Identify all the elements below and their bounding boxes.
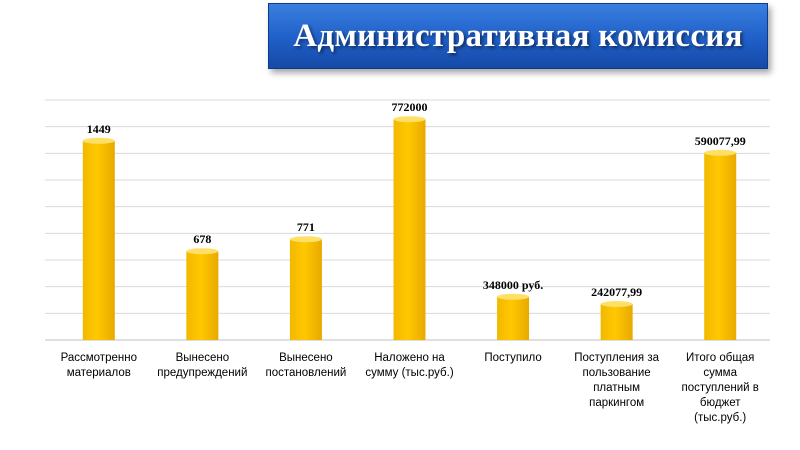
category-label-0: Рассмотренно материалов <box>61 352 137 379</box>
category-label-line: Рассмотренно <box>61 352 137 364</box>
value-label-3: 772000 <box>392 100 428 114</box>
category-label-1: Вынесено предупреждений <box>157 352 247 379</box>
category-label-line: Вынесено <box>279 352 333 364</box>
category-label-5: Поступления за пользование платным паркинго… <box>574 352 659 409</box>
category-label-line: Наложено на <box>374 352 445 364</box>
category-label-line: платным <box>593 382 640 394</box>
value-label-0: 1449 <box>87 122 111 136</box>
bar-3 <box>393 119 426 340</box>
bar-cap-0 <box>82 137 115 144</box>
category-label-line: сумма <box>703 367 737 379</box>
category-label-2: Вынесено постановлений <box>266 352 347 379</box>
page-title: Административная комиссия <box>293 17 743 54</box>
bar-6 <box>704 152 737 340</box>
value-label-6: 590077,99 <box>695 134 746 148</box>
category-label-line: (тыс.руб.) <box>694 412 746 424</box>
category-label-line: сумму (тыс.руб.) <box>365 367 453 379</box>
chart-bars <box>82 116 737 340</box>
category-label-line: поступлений в <box>682 382 759 394</box>
bar-5 <box>600 304 633 340</box>
category-label-line: постановлений <box>266 367 347 379</box>
chart-value-labels: 1449 678 771 772000 348000 руб. 242077,99 5900… <box>87 100 746 299</box>
value-label-4: 348000 руб. <box>483 278 543 292</box>
category-label-line: Вынесено <box>176 352 230 364</box>
bar-2 <box>289 239 322 340</box>
title-banner: Административная комиссия <box>268 3 768 69</box>
bar-0 <box>82 140 115 340</box>
category-label-line: Поступило <box>484 352 541 364</box>
category-label-4: Поступило <box>484 352 541 364</box>
bar-cap-4 <box>497 293 530 300</box>
bar-cap-1 <box>186 248 219 255</box>
chart-category-labels: Рассмотренно материалов Вынесено предупрежд… <box>61 352 759 424</box>
category-label-line: предупреждений <box>157 367 247 379</box>
bar-cap-3 <box>393 116 426 123</box>
value-label-1: 678 <box>193 232 211 246</box>
category-label-6: Итого общая сумма поступлений в бюджет (тыс.… <box>682 352 759 424</box>
category-label-line: материалов <box>67 367 131 379</box>
bar-cap-5 <box>600 301 633 307</box>
bar-cap-2 <box>289 236 322 243</box>
category-label-3: Наложено на сумму (тыс.руб.) <box>365 352 453 379</box>
category-label-line: Поступления за <box>574 352 659 364</box>
bar-cap-6 <box>704 149 737 156</box>
bar-4 <box>497 296 530 340</box>
category-label-line: Итого общая <box>686 352 754 364</box>
bar-1 <box>186 251 219 340</box>
value-label-5: 242077,99 <box>591 285 642 299</box>
value-label-2: 771 <box>297 220 315 234</box>
category-label-line: паркингом <box>589 397 644 409</box>
category-label-line: пользование <box>583 367 651 379</box>
category-label-line: бюджет <box>700 397 741 409</box>
